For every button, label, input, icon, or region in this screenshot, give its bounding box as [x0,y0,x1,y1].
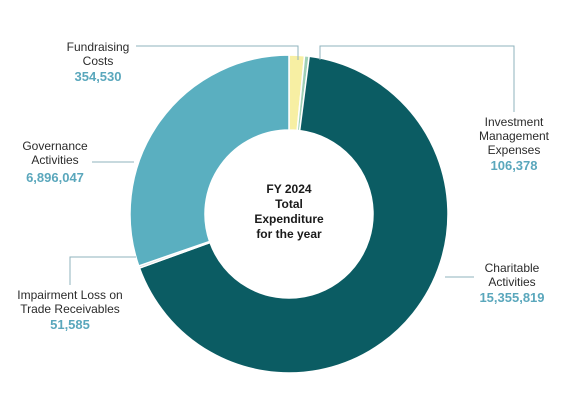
value-impairment: 51,585 [50,317,90,332]
center-line-2: Total [275,197,303,211]
donut-slices [129,54,449,374]
center-line-1: FY 2024 [266,182,311,196]
label-charitable-2: Activities [488,275,535,289]
label-investment-2: Management [479,129,550,143]
leader-investment [319,45,515,112]
label-governance-2: Activities [31,153,78,167]
label-impairment-1: Impairment Loss on [17,288,122,302]
label-charitable-1: Charitable [485,261,540,275]
center-line-3: Expenditure [254,212,324,226]
leader-fundraising [136,45,299,60]
leader-lines [69,45,515,285]
label-governance-1: Governance [22,139,88,153]
label-fundraising-1: Fundraising [67,40,130,54]
label-fundraising-2: Costs [83,54,114,68]
label-investment-3: Expenses [488,143,541,157]
value-governance: 6,896,047 [26,170,84,185]
leader-impairment [69,256,136,285]
center-line-4: for the year [256,227,322,241]
slice-governance [129,54,290,267]
label-investment-1: Investment [485,115,544,129]
value-charitable: 15,355,819 [479,290,544,305]
value-investment: 106,378 [491,158,538,173]
label-impairment-2: Trade Receivables [20,302,120,316]
value-fundraising: 354,530 [75,69,122,84]
slice-charitable [138,55,449,374]
